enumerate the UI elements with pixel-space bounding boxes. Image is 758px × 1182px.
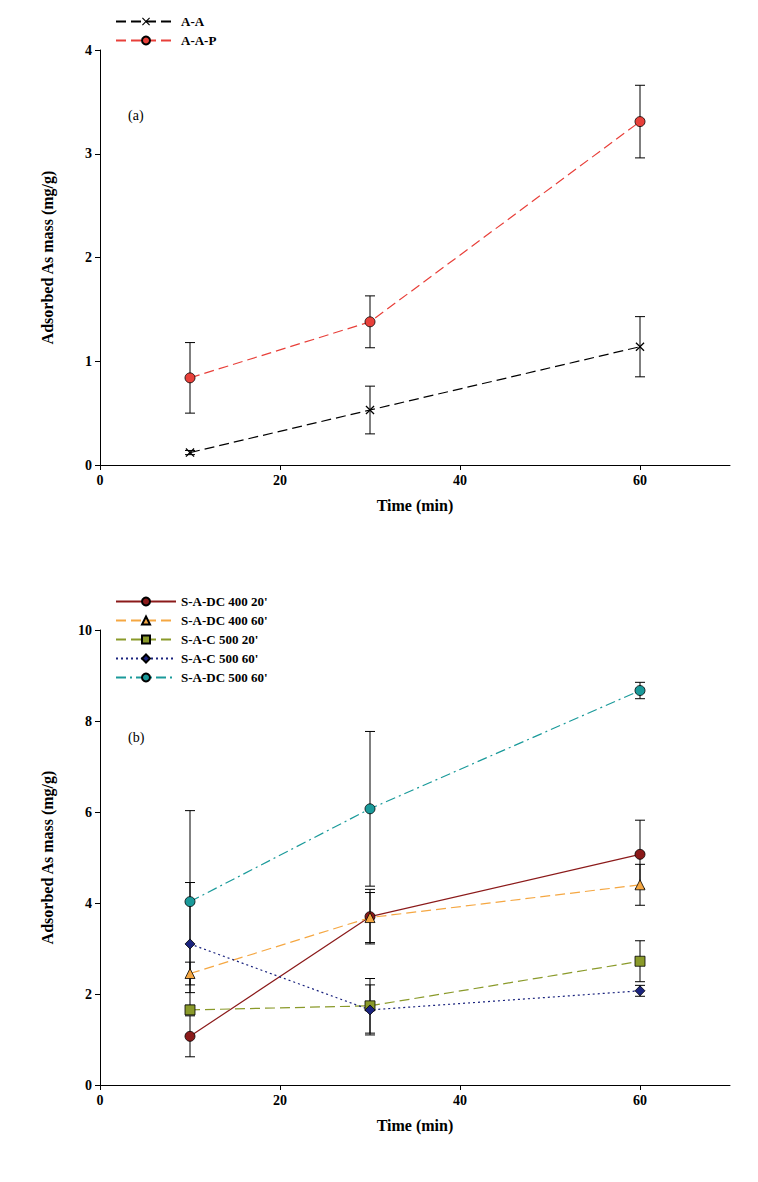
svg-text:S-A-DC 400 20': S-A-DC 400 20' [181,594,268,609]
svg-text:0: 0 [85,1078,92,1093]
svg-text:60: 60 [633,473,647,488]
svg-text:1: 1 [85,354,92,369]
svg-text:8: 8 [85,714,92,729]
svg-text:S-A-DC 400 60': S-A-DC 400 60' [181,613,268,628]
svg-text:40: 40 [453,473,467,488]
svg-text:20: 20 [273,1093,287,1108]
svg-text:(b): (b) [128,730,145,746]
svg-text:4: 4 [85,896,92,911]
svg-text:20: 20 [273,473,287,488]
svg-text:Adsorbed As mass (mg/g): Adsorbed As mass (mg/g) [39,171,57,345]
svg-text:S-A-DC 500 60': S-A-DC 500 60' [181,670,268,685]
svg-text:(a): (a) [128,108,144,124]
svg-text:60: 60 [633,1093,647,1108]
svg-text:2: 2 [85,987,92,1002]
svg-text:0: 0 [85,458,92,473]
svg-text:Adsorbed As mass (mg/g): Adsorbed As mass (mg/g) [39,771,57,945]
svg-text:Time (min): Time (min) [377,497,454,515]
svg-text:4: 4 [85,43,92,58]
svg-text:S-A-C 500 20': S-A-C 500 20' [181,632,258,647]
svg-text:A-A-P: A-A-P [181,33,216,48]
svg-text:3: 3 [85,146,92,161]
svg-text:0: 0 [97,1093,104,1108]
svg-text:Time (min): Time (min) [377,1117,454,1135]
svg-text:2: 2 [85,250,92,265]
svg-text:40: 40 [453,1093,467,1108]
svg-text:6: 6 [85,805,92,820]
svg-text:S-A-C 500 60': S-A-C 500 60' [181,651,258,666]
svg-text:A-A: A-A [181,14,205,29]
svg-text:10: 10 [78,623,92,638]
svg-text:0: 0 [97,473,104,488]
